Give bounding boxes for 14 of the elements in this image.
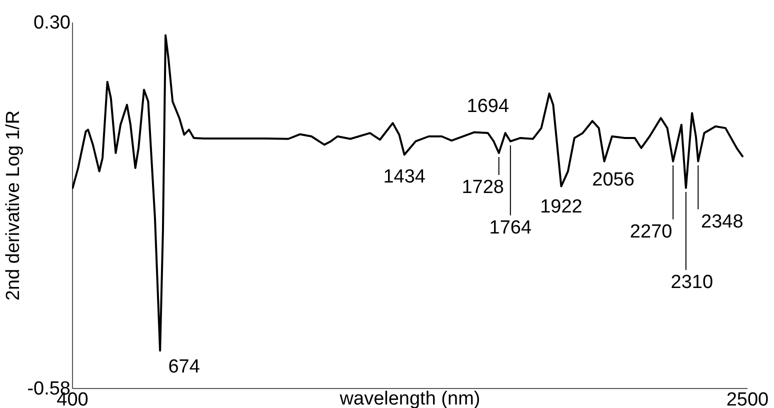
annotation: 2270	[630, 221, 672, 242]
annotation: 2348	[701, 211, 744, 232]
y-axis-title: 2nd derivative Log 1/R	[3, 110, 24, 301]
annotation: 2056	[592, 169, 634, 190]
line-series	[72, 34, 744, 352]
x-tick-label: 2500	[726, 390, 769, 408]
annotation: 1728	[462, 177, 504, 198]
annotation: 2310	[670, 272, 714, 293]
annotation: 674	[168, 356, 200, 378]
annotation: 1922	[540, 196, 582, 218]
annotation: 1434	[383, 166, 426, 188]
annotation: 1764	[489, 217, 532, 238]
annotation: 1694	[466, 96, 510, 118]
y-tick-label: 0.30	[34, 12, 70, 34]
